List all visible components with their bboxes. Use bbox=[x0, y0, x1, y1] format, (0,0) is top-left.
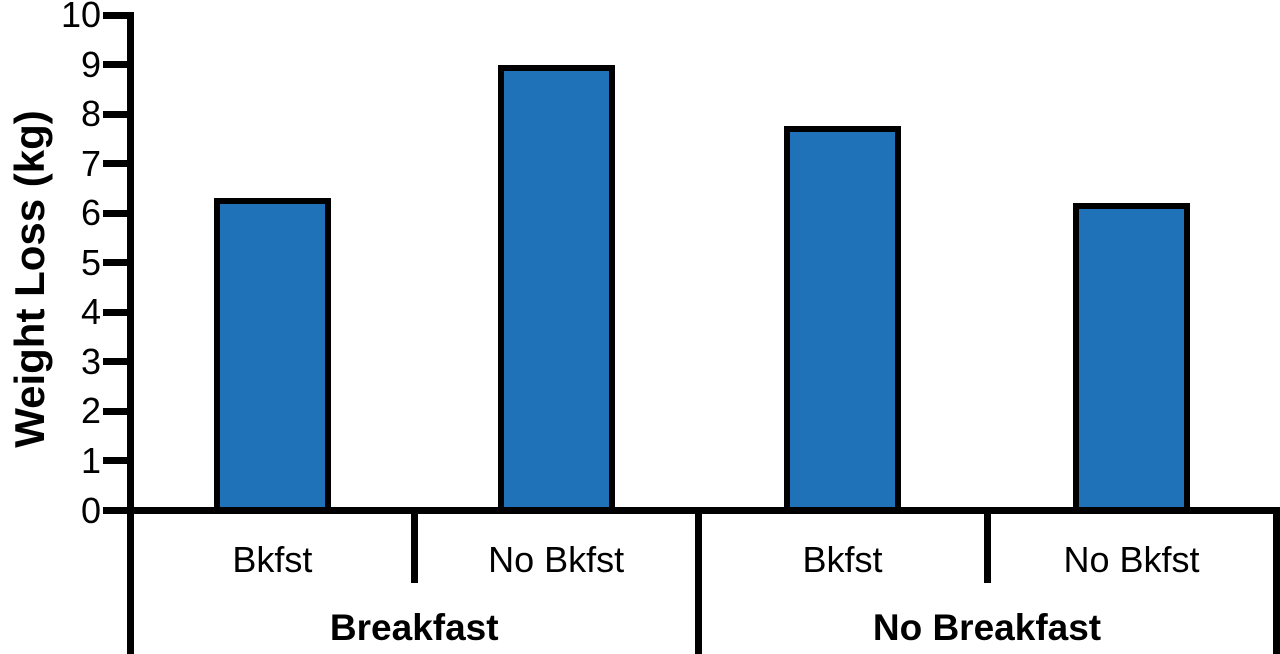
category-label-4: No Bkfst bbox=[1063, 539, 1200, 580]
group-label-no-breakfast: No Breakfast bbox=[872, 607, 1102, 648]
y-tick-label-9: 9 bbox=[80, 43, 101, 85]
y-tick-label-7: 7 bbox=[80, 142, 101, 184]
y-tick-mark-2 bbox=[103, 407, 134, 415]
y-tick-label-8: 8 bbox=[80, 93, 101, 135]
category-label-1: Bkfst bbox=[232, 539, 313, 580]
category-divider-2 bbox=[983, 507, 991, 583]
group-label-breakfast: Breakfast bbox=[329, 607, 499, 648]
category-label-2: No Bkfst bbox=[488, 539, 625, 580]
y-tick-label-4: 4 bbox=[80, 291, 101, 333]
group-divider-2 bbox=[1272, 507, 1280, 654]
y-tick-label-2: 2 bbox=[80, 390, 101, 432]
y-tick-mark-5 bbox=[103, 259, 134, 267]
y-tick-label-5: 5 bbox=[80, 241, 101, 283]
category-divider-1 bbox=[410, 507, 418, 583]
y-tick-label-3: 3 bbox=[80, 340, 101, 382]
y-tick-mark-1 bbox=[103, 457, 134, 465]
y-tick-mark-6 bbox=[103, 209, 134, 217]
y-tick-mark-9 bbox=[103, 61, 134, 69]
y-axis-line bbox=[127, 12, 134, 654]
group-divider-1 bbox=[694, 507, 702, 654]
y-tick-label-0: 0 bbox=[80, 489, 101, 531]
y-tick-mark-8 bbox=[103, 110, 134, 118]
group-divider-0 bbox=[127, 507, 134, 654]
bar-1-bkfst bbox=[213, 198, 331, 514]
y-tick-mark-3 bbox=[103, 358, 134, 366]
y-tick-mark-10 bbox=[103, 11, 134, 19]
bar-2-no-bkfst bbox=[497, 64, 615, 514]
bar-4-no-bkfst bbox=[1073, 203, 1190, 514]
x-axis-line bbox=[103, 507, 1280, 514]
y-tick-label-1: 1 bbox=[80, 439, 101, 481]
bar-3-bkfst bbox=[784, 126, 901, 514]
y-tick-mark-7 bbox=[103, 160, 134, 168]
y-tick-label-6: 6 bbox=[80, 192, 101, 234]
y-tick-label-10: 10 bbox=[60, 0, 101, 35]
category-label-3: Bkfst bbox=[802, 539, 883, 580]
y-tick-mark-4 bbox=[103, 308, 134, 316]
